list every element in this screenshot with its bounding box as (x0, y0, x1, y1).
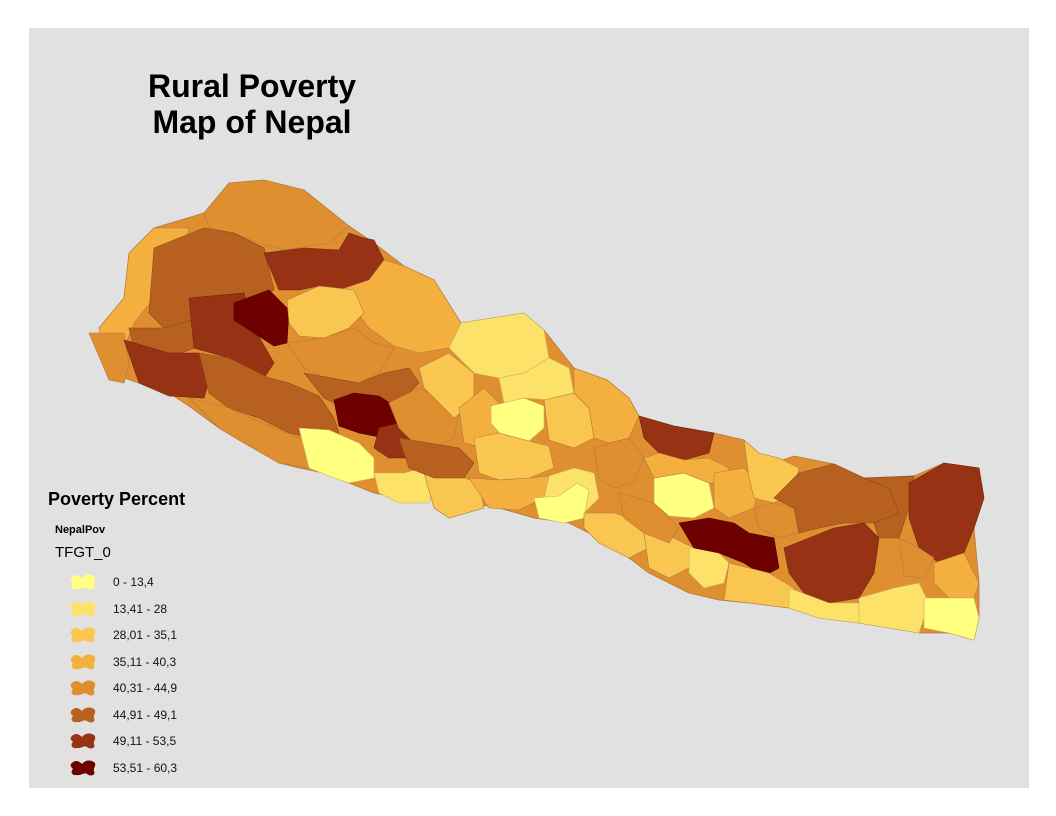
legend-swatch (70, 601, 96, 617)
map-title-line2: Map of Nepal (152, 104, 352, 140)
region (678, 517, 780, 577)
legend-swatch (70, 574, 96, 590)
legend-class-label: 13,41 - 28 (113, 601, 168, 616)
region (448, 312, 550, 379)
legend-class-item: 53,51 - 60,3 (69, 755, 177, 782)
legend-class-item: 28,01 - 35,1 (69, 622, 177, 649)
region (473, 432, 555, 481)
legend-swatch (70, 733, 96, 749)
region (298, 427, 375, 484)
region (286, 327, 395, 384)
region (898, 537, 935, 579)
map-frame: Rural Poverty Map of Nepal Poverty Perce… (29, 28, 1029, 788)
legend-class-label: 44,91 - 49,1 (113, 707, 178, 722)
legend-class-label: 49,11 - 53,5 (113, 734, 177, 749)
region (783, 522, 880, 604)
legend-swatch (70, 654, 96, 670)
region (923, 597, 980, 641)
region (286, 285, 365, 339)
legend-class-label: 35,11 - 40,3 (113, 654, 177, 669)
legend-layer-name: NepalPov (55, 524, 106, 536)
region (573, 367, 640, 444)
legend-class-item: 0 - 13,4 (69, 569, 177, 596)
region (638, 415, 715, 461)
region (618, 492, 680, 544)
legend-class-label: 28,01 - 35,1 (113, 628, 178, 643)
nepal-choropleth-map (88, 179, 985, 641)
legend-field-name: TFGT_0 (55, 544, 111, 561)
region (593, 437, 645, 489)
map-title-line1: Rural Poverty (147, 68, 357, 104)
legend-class-label: 53,51 - 60,3 (113, 760, 178, 775)
legend-swatch (70, 627, 96, 643)
legend-swatch (70, 680, 96, 696)
map-title: Rural Poverty Map of Nepal (129, 68, 375, 140)
region (490, 397, 545, 442)
region (233, 289, 290, 347)
legend-swatch (70, 707, 96, 723)
legend-class-label: 0 - 13,4 (113, 575, 154, 590)
region (88, 332, 130, 384)
legend-class-item: 35,11 - 40,3 (69, 649, 177, 676)
legend-class-list: 0 - 13,4 13,41 - 28 28,01 - 35,1 35,11 - 40… (69, 569, 177, 781)
legend-class-item: 40,31 - 44,9 (69, 675, 177, 702)
region (533, 482, 590, 524)
legend-class-label: 40,31 - 44,9 (113, 681, 178, 696)
region (908, 462, 985, 564)
region (398, 437, 475, 479)
legend-class-item: 44,91 - 49,1 (69, 702, 177, 729)
legend-class-item: 49,11 - 53,5 (69, 728, 177, 755)
legend-swatch (70, 760, 96, 776)
legend-title: Poverty Percent (48, 489, 186, 509)
legend-class-item: 13,41 - 28 (69, 596, 177, 623)
